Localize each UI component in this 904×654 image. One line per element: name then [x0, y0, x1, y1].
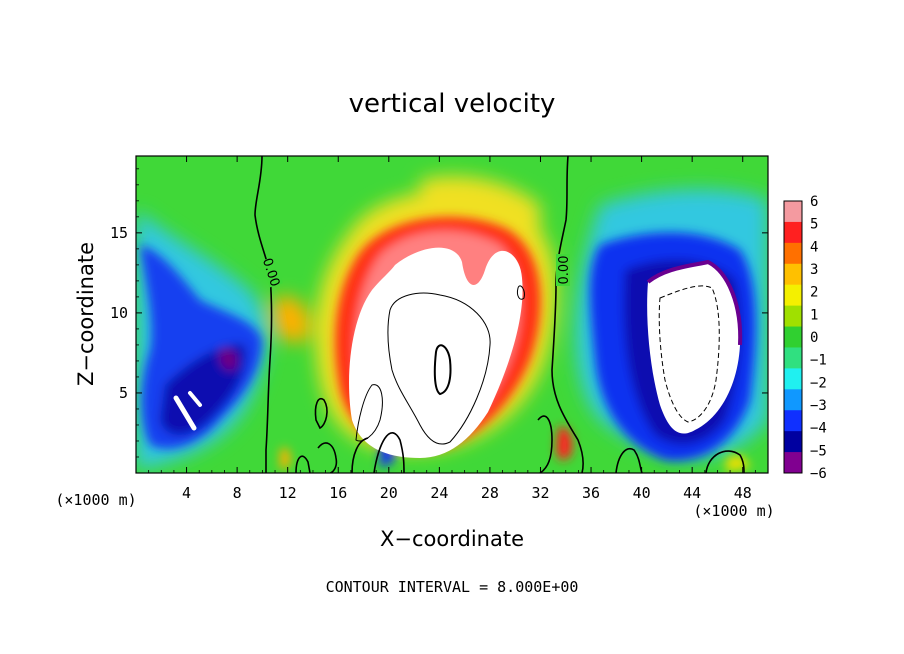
x-tick-label: 48 — [734, 484, 752, 502]
colorbar-frame — [783, 200, 803, 474]
colorbar-tick-label: 0 — [810, 330, 818, 346]
colorbar-tick-label: −6 — [810, 466, 827, 482]
colorbar-swatch — [784, 347, 802, 369]
x-tick-label: 24 — [430, 484, 448, 502]
contour-interval-note: CONTOUR INTERVAL = 8.000E+00 — [326, 578, 579, 596]
x-axis-title: X−coordinate — [380, 527, 524, 551]
contour-lines — [254, 156, 745, 473]
x-tick-label: 32 — [531, 484, 549, 502]
x-tick-label: 28 — [481, 484, 499, 502]
colorbar-tick-label: −1 — [810, 353, 827, 369]
colorbar-tick-label: 1 — [810, 307, 818, 323]
x-tick-label: 4 — [182, 484, 191, 502]
svg-text:0.00: 0.00 — [557, 256, 572, 285]
colorbar-swatch — [784, 368, 802, 390]
colorbar: 6 5 4 3 2 1 0 −1 −2 −3 −4 −5 −6 — [783, 194, 827, 482]
chart-title: vertical velocity — [349, 89, 556, 119]
colorbar-tick-label: 2 — [810, 285, 818, 301]
colorbar-swatch — [784, 431, 802, 453]
colorbar-swatch — [784, 263, 802, 286]
x-tick-label: 8 — [233, 484, 242, 502]
downdraft-core-region — [647, 262, 741, 434]
colorbar-tick-label: −4 — [810, 421, 827, 437]
y-tick-label: 10 — [110, 304, 128, 322]
x-tick-label: 16 — [329, 484, 347, 502]
colorbar-swatch — [784, 242, 802, 265]
colorbar-tick-label: −2 — [810, 375, 827, 391]
colorbar-tick-label: 4 — [810, 239, 818, 255]
x-tick-label: 40 — [633, 484, 651, 502]
y-tick-label: 15 — [110, 224, 128, 242]
colorbar-tick-label: 5 — [810, 217, 818, 233]
colorbar-swatch — [784, 305, 802, 328]
colorbar-tick-label: 3 — [810, 262, 818, 278]
contour-label-right: 0.00 — [556, 254, 572, 286]
x-tick-label: 20 — [380, 484, 398, 502]
y-axis-title: Z−coordinate — [74, 242, 98, 386]
heatmap-field: 0.00 0.00 — [136, 156, 768, 473]
x-tick-label: 12 — [279, 484, 297, 502]
colorbar-swatch — [784, 221, 802, 244]
x-tick-label: 44 — [683, 484, 701, 502]
colorbar-swatch — [784, 201, 802, 223]
colorbar-tick-label: 6 — [810, 194, 818, 210]
colorbar-swatch — [784, 452, 802, 474]
colorbar-swatch — [784, 389, 802, 411]
colorbar-swatch — [784, 326, 802, 348]
x-axis-ticks: 4 8 12 16 20 24 28 32 36 40 44 48 — [148, 156, 756, 502]
colorbar-swatch — [784, 410, 802, 432]
y-axis-ticks: 5 10 15 — [110, 168, 768, 458]
colorbar-tick-label: −5 — [810, 443, 827, 459]
y-axis-unit: (×1000 m) — [55, 491, 136, 509]
y-tick-label: 5 — [119, 384, 128, 402]
x-tick-label: 36 — [582, 484, 600, 502]
x-axis-unit: (×1000 m) — [693, 502, 774, 520]
colorbar-tick-label: −3 — [810, 398, 827, 414]
colorbar-swatch — [784, 284, 802, 307]
